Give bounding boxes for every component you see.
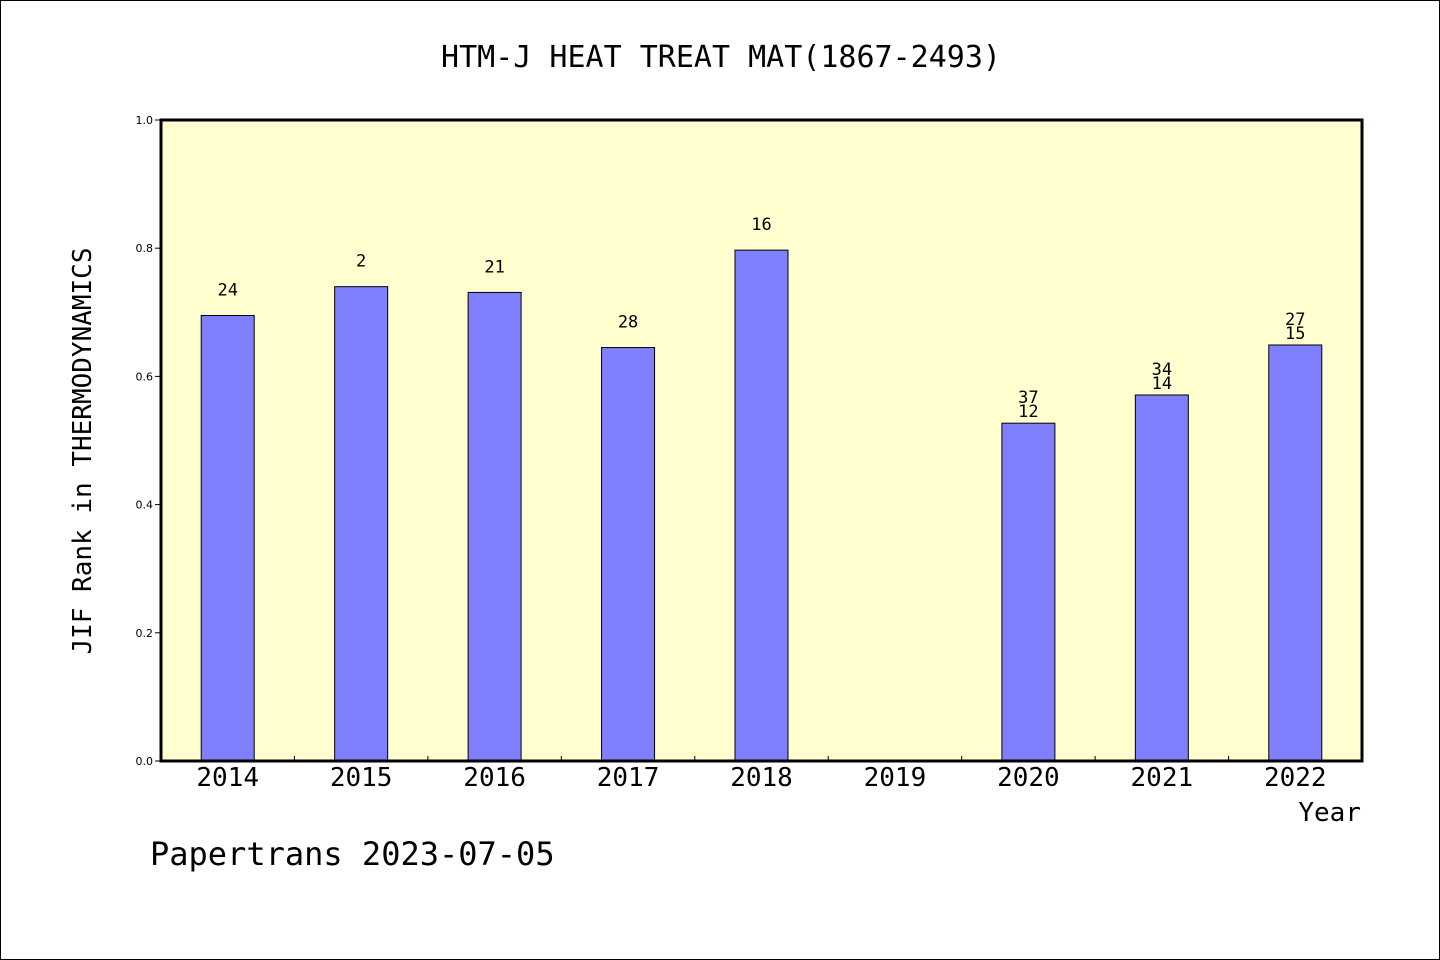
bar-2020 xyxy=(1001,422,1056,762)
y-tick-label-0.8: 0.8 xyxy=(136,242,154,255)
bar-label-2022-1: 27 xyxy=(1285,310,1305,330)
y-tick-label-1.0: 1.0 xyxy=(136,114,154,127)
bar-2016 xyxy=(467,291,522,762)
bar-2017 xyxy=(601,347,656,762)
x-tick-label-2019: 2019 xyxy=(864,763,927,793)
chart-title: HTM-J HEAT TREAT MAT(1867-2493) xyxy=(441,40,1001,75)
x-tick-label-2020: 2020 xyxy=(997,763,1060,793)
bar-label-2020-2: 12 xyxy=(1018,402,1038,422)
x-tick-label-2022: 2022 xyxy=(1264,763,1327,793)
plot-frame xyxy=(159,118,1364,763)
y-axis-label: JIF Rank in THERMODYNAMICS xyxy=(68,248,98,655)
bar-label-2017-1: 28 xyxy=(618,313,638,333)
x-tick-label-2018: 2018 xyxy=(730,763,793,793)
y-tick-label-0.0: 0.0 xyxy=(136,755,154,768)
x-axis-label: Year xyxy=(1298,798,1361,828)
bar-label-2021-1: 34 xyxy=(1152,360,1172,380)
bar-label-2016-1: 21 xyxy=(484,257,504,277)
y-axis: 0.0 0.2 0.4 0.6 0.8 1.0 xyxy=(136,114,161,768)
y-tick-label-0.6: 0.6 xyxy=(136,370,154,383)
x-axis: 2014 2015 2016 2017 2018 2019 2020 2021 2022 xyxy=(196,756,1327,793)
y-tick-label-0.2: 0.2 xyxy=(136,627,154,640)
bar-label-2018-1: 16 xyxy=(751,215,771,235)
x-tick-label-2016: 2016 xyxy=(463,763,526,793)
footer-text: Papertrans 2023-07-05 xyxy=(150,835,555,873)
bar-2018 xyxy=(734,249,789,762)
bar-label-2014-1: 24 xyxy=(217,281,237,301)
bar-label-2022-2: 15 xyxy=(1285,324,1305,344)
bar-label-2021-2: 14 xyxy=(1152,374,1172,394)
x-tick-label-2017: 2017 xyxy=(597,763,660,793)
bar-label-2020-1: 37 xyxy=(1018,388,1038,408)
x-tick-label-2021: 2021 xyxy=(1131,763,1194,793)
x-tick-label-2014: 2014 xyxy=(196,763,259,793)
y-tick-label-0.4: 0.4 xyxy=(136,499,154,512)
x-tick-label-2015: 2015 xyxy=(330,763,393,793)
bar-2021 xyxy=(1134,394,1189,762)
bar-2022 xyxy=(1268,344,1323,762)
bar-label-2015-1: 2 xyxy=(356,252,366,272)
bar-2014 xyxy=(200,315,255,762)
bars-layer xyxy=(200,249,1323,762)
bar-2015 xyxy=(334,286,389,762)
